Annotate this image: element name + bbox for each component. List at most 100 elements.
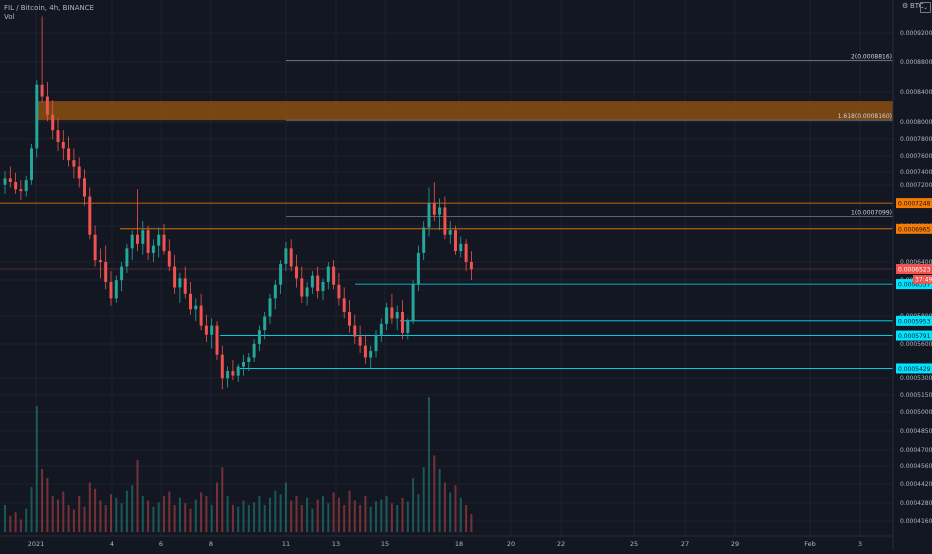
candle-body (51, 114, 55, 131)
volume-bar (136, 460, 139, 532)
candle-body (247, 357, 251, 362)
x-tick-label: 4 (110, 540, 114, 548)
volume-bar (25, 508, 28, 532)
chevron-down-icon[interactable]: ⌄ (920, 2, 931, 13)
x-tick-label: 8 (209, 540, 213, 548)
candle-body (151, 245, 155, 253)
candle-body (459, 243, 463, 252)
volume-bar (67, 505, 70, 532)
candle-body (401, 312, 404, 333)
x-tick-label: 15 (381, 540, 389, 548)
candle-body (98, 260, 102, 262)
volume-bar (46, 478, 49, 532)
volume-bar (406, 501, 409, 532)
fib-label: 1(0.0007099) (851, 210, 892, 217)
candle-body (395, 312, 399, 319)
volume-bar (157, 502, 160, 532)
volume-bar (9, 515, 12, 532)
volume-bar (178, 497, 181, 532)
candle-body (173, 266, 177, 288)
volume-bar (470, 514, 473, 532)
candle-body (284, 248, 288, 264)
candle-body (83, 178, 86, 197)
y-tick-label: 0.0004160 (900, 518, 932, 525)
candle-body (199, 305, 203, 326)
volume-bar (438, 469, 441, 532)
volume-bar (385, 496, 388, 532)
volume-bar (380, 499, 383, 532)
candle-body (374, 334, 378, 352)
volume-bar (131, 485, 134, 532)
volume-bar (284, 482, 287, 532)
x-tick-label: 18 (455, 540, 463, 548)
volume-bar (51, 496, 54, 532)
candle-body (443, 207, 447, 235)
volume-bar (30, 487, 33, 532)
volume-bar (428, 397, 430, 532)
candle-body (226, 371, 230, 379)
volume-bar (390, 503, 393, 532)
candle-body (353, 325, 357, 337)
x-tick-label: 29 (731, 540, 739, 548)
resistance-zone (36, 101, 893, 121)
volume-bar (454, 485, 457, 532)
volume-bar (359, 505, 362, 532)
candle-body (432, 202, 436, 215)
level-badge-text: 0.0006965 (898, 226, 931, 233)
level-badge (896, 279, 932, 290)
candle-body (210, 325, 214, 335)
volume-bar (152, 506, 155, 532)
level-badge (896, 330, 932, 341)
y-tick-label: 0.0008800 (900, 59, 932, 66)
volume-bar (433, 455, 436, 532)
candle-body (162, 234, 166, 252)
x-tick-label: 3 (858, 540, 862, 548)
volume-bar (316, 499, 319, 532)
candle-body (332, 266, 336, 285)
candle-body (120, 266, 124, 281)
y-tick-label: 0.0007400 (900, 169, 932, 176)
volume-bar (417, 494, 420, 532)
candles (3, 16, 473, 390)
candle-body (45, 96, 49, 115)
candle-body (411, 284, 415, 322)
candle-body (369, 351, 373, 358)
volume-bar (94, 488, 97, 532)
countdown-badge (913, 275, 932, 284)
volume-bar (231, 505, 234, 532)
candle-body (438, 207, 442, 215)
volume-bar (290, 500, 293, 532)
candle-body (469, 262, 473, 270)
candle-body (300, 278, 304, 297)
volume-bar (449, 492, 452, 532)
candle-body (342, 298, 346, 312)
candle-body (263, 316, 267, 331)
level-badge (896, 223, 932, 234)
level-badge-text: 0.0006357 (898, 282, 931, 289)
volume-bar (88, 482, 91, 532)
level-badge (896, 198, 932, 209)
volume-bar (4, 505, 6, 532)
y-tick-label: 0.0005000 (900, 409, 932, 416)
candle-body (448, 230, 452, 235)
grid (0, 0, 893, 536)
volume-bar (110, 494, 112, 532)
candle-body (109, 282, 113, 299)
candle-body (204, 325, 208, 335)
volume-bar (200, 492, 203, 532)
volume-bar (332, 492, 335, 532)
time-axis[interactable]: 2021 4 6 8 11 13 15 18 20 22 25 27 29 Feb 3 (28, 540, 862, 548)
volume-bar (19, 519, 22, 532)
last-price-badge (896, 264, 932, 274)
gear-icon[interactable]: ⚙ (902, 2, 909, 10)
volume-bar (147, 500, 150, 532)
volume-bars (4, 397, 473, 532)
volume-bar (300, 505, 303, 532)
volume-bar (295, 496, 298, 532)
last-price-text: 0.0006523 (898, 267, 931, 274)
candle-body (316, 275, 320, 292)
candle-body (406, 321, 410, 333)
